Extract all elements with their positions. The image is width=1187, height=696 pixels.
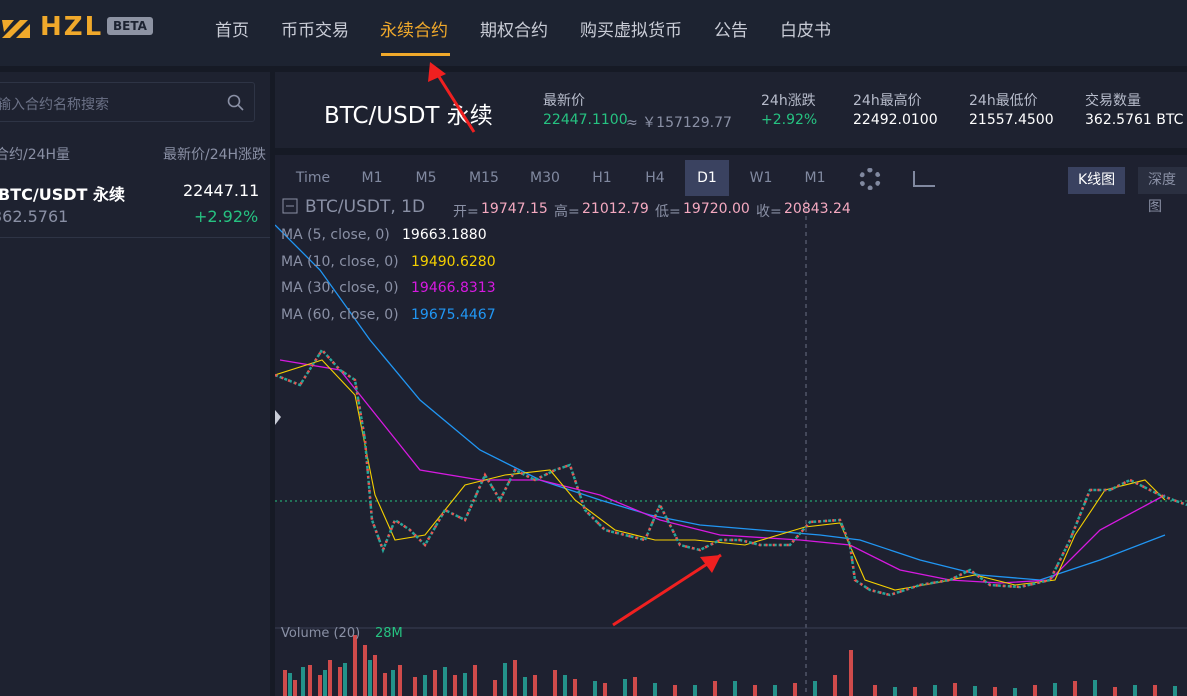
interval-button[interactable]: Time [295,170,331,186]
pair-price: 22447.11 [183,181,260,200]
nav-item[interactable]: 购买虚拟货币 [580,21,682,41]
price-chart [275,198,1187,696]
stat-value: 21557.4500 [969,112,1054,128]
interval-button[interactable]: D1 [685,160,729,196]
stat-label: 24h涨跌 [761,93,816,109]
chart-panel: BTC/USDT, 1D Volume (20) 28M Time M1 M5 M15… [275,155,1187,696]
logo-icon [2,20,30,38]
nav-arrow [428,62,476,133]
pair-volume: 362.5761 [0,207,69,226]
ohlc-label: 低= [655,204,681,220]
chart-symbol: BTC/USDT, 1D [305,197,426,217]
ma-value: 19466.8313 [411,280,496,296]
ma-value: 19663.1880 [402,227,487,243]
ma-value: 19490.6280 [411,253,496,270]
pair-change: +2.92% [194,207,259,226]
logo[interactable]: HZL [40,12,104,42]
ohlc-label: 收= [756,204,782,220]
stat-value: 362.5761 BTC [1085,112,1184,128]
search-icon [227,94,244,111]
interval-button[interactable]: H4 [645,170,665,186]
market-row[interactable]: BTC/USDT 永续 22447.11 362.5761 +2.92% [0,168,270,238]
nav-bar: HZL BETA 首页 币币交易 永续合约 期权合约 购买虚拟货币 公告 白皮书 [0,0,1187,66]
nav-item[interactable]: 币币交易 [281,21,349,41]
ohlc-value: 19720.00 [683,201,750,217]
interval-button[interactable]: M1 [804,170,826,186]
stat-value: 22492.0100 [853,112,938,128]
active-underline [381,53,450,56]
sidebar: 输入合约名称搜索 合约/24H量 最新价/24H涨跌 BTC/USDT 永续 2… [0,72,270,696]
column-header: 最新价/24H涨跌 [163,147,267,163]
stat-label: 交易数量 [1085,93,1141,109]
settings-icon[interactable] [859,168,881,190]
search-box[interactable]: 输入合约名称搜索 [0,82,255,122]
nav-item[interactable]: 白皮书 [780,21,831,41]
ma-label: MA (10, close, 0) [281,253,399,270]
view-button[interactable]: 深度图 [1138,167,1187,215]
ohlc-value: 19747.15 [481,201,548,217]
ohlc-value: 20843.24 [784,201,851,217]
nav-item[interactable]: 公告 [714,21,748,41]
beta-badge: BETA [107,17,153,35]
volume-label: Volume (20) [281,626,361,641]
stat-extra: ≈ ￥157129.77 [626,115,732,131]
nav-item[interactable]: 首页 [215,21,249,41]
column-header: 合约/24H量 [0,147,71,163]
ma-value: 19675.4467 [411,306,496,323]
stat-label: 最新价 [543,93,585,109]
ma-label: MA (30, close, 0) [281,280,399,296]
stat-label: 24h最高价 [853,93,922,109]
indicator-icon[interactable] [913,171,935,187]
interval-button[interactable]: M15 [469,170,499,186]
interval-button[interactable]: W1 [749,170,773,186]
stat-value: +2.92% [761,112,818,128]
ma-label: MA (5, close, 0) [281,227,390,243]
ohlc-value: 21012.79 [582,201,649,217]
interval-button[interactable]: H1 [592,170,612,186]
nav-item[interactable]: 期权合约 [480,21,548,41]
view-button[interactable]: K线图 [1068,167,1126,194]
interval-button[interactable]: M30 [530,170,560,186]
pair-name: BTC/USDT 永续 [0,185,125,204]
stat-label: 24h最低价 [969,93,1038,109]
stat-value: 22447.1100 [543,112,628,128]
interval-button[interactable]: M5 [415,170,437,186]
search-placeholder: 输入合约名称搜索 [0,97,109,113]
ohlc-label: 高= [554,204,580,220]
ma-label: MA (60, close, 0) [281,306,399,323]
ticker-panel: BTC/USDT 永续 最新价 22447.1100 ≈ ￥157129.77 24h… [275,72,1187,148]
interval-button[interactable]: M1 [361,170,383,186]
nav-item[interactable]: 永续合约 [380,21,448,41]
ohlc-label: 开= [453,204,479,220]
volume-value: 28M [375,626,403,641]
